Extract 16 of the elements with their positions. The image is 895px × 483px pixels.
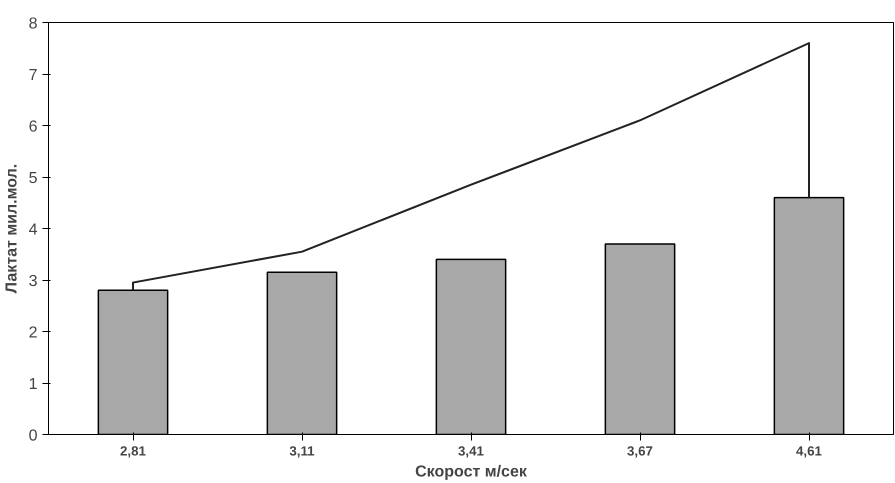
x-axis-title: Скорост м/сек: [415, 464, 528, 480]
y-tick-label: 8: [28, 16, 38, 32]
x-tick-label: 3,11: [289, 444, 316, 458]
x-tick-label: 2,81: [120, 444, 147, 458]
y-tick-label: 0: [28, 428, 38, 444]
x-tick-label: 4,61: [796, 444, 823, 458]
y-tick-label: 5: [28, 170, 38, 187]
x-tick-label: 3,41: [458, 444, 485, 458]
y-tick-label: 6: [28, 118, 38, 136]
x-tick-label: 3,67: [627, 444, 653, 458]
y-tick-label: 1: [28, 376, 38, 393]
y-tick-label: 3: [28, 273, 38, 290]
y-axis-title: Лактат мил.мол.: [4, 164, 21, 294]
y-tick-label: 7: [28, 67, 38, 84]
y-tick-label: 2: [28, 324, 38, 342]
y-tick-label: 4: [28, 222, 38, 238]
